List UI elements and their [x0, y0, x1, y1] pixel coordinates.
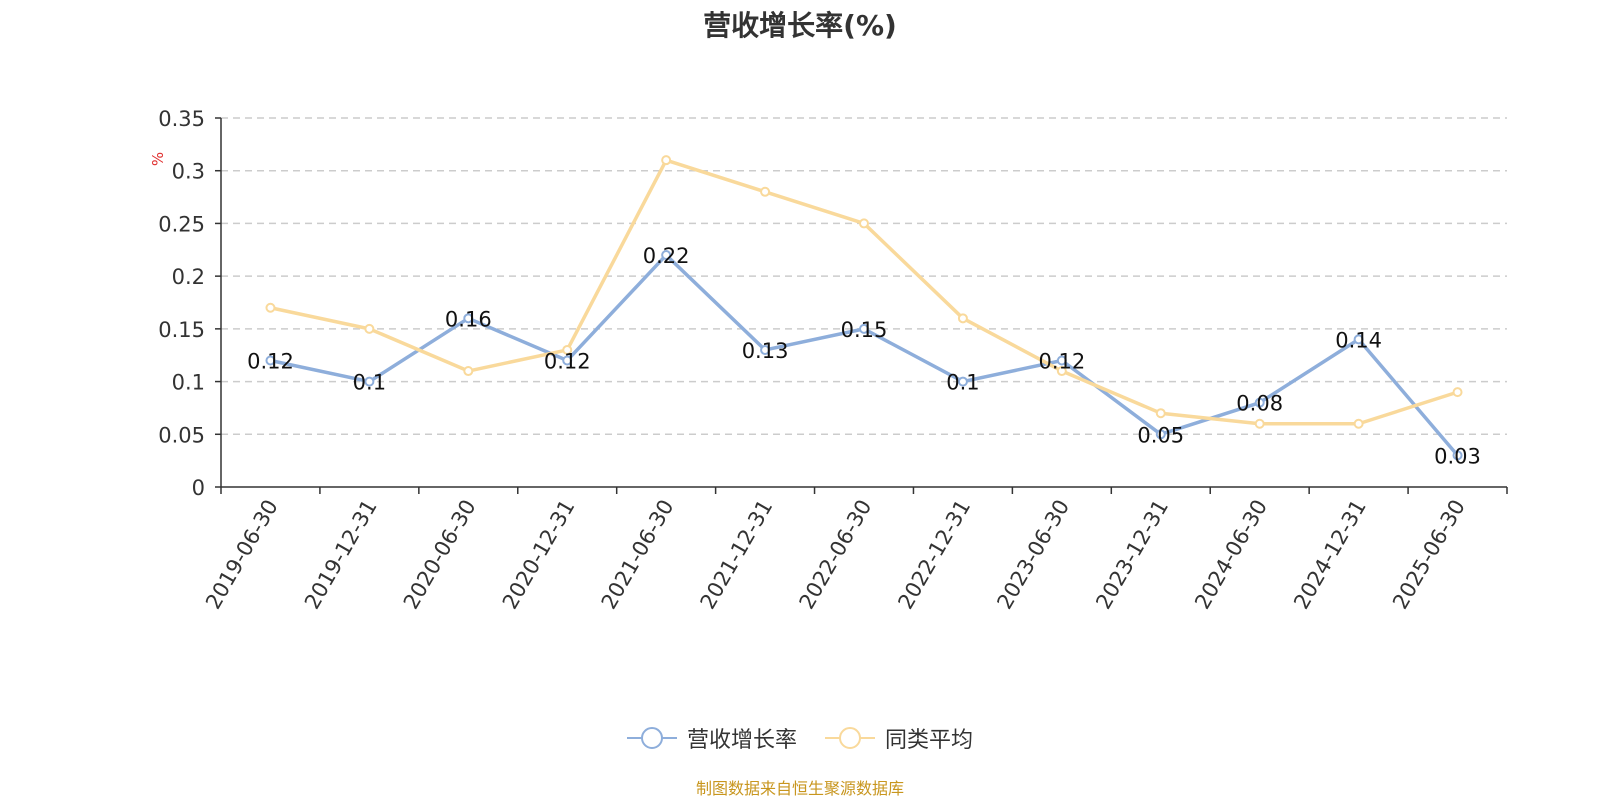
point-peer-average	[463, 366, 474, 377]
point-revenue-growth	[1452, 450, 1463, 461]
data-label: 0.12	[247, 349, 294, 373]
data-labels: 0.12 0.1 0.16 0.12 0.22 0.13 0.15 0.1 0.12 0.05 0.…	[247, 244, 1481, 468]
point-revenue-growth	[364, 376, 375, 387]
point-peer-average	[562, 344, 573, 355]
source-note: 制图数据来自恒生聚源数据库	[695, 779, 904, 798]
y-tick-label: 0.35	[158, 107, 205, 131]
legend-marker-peer-average	[825, 727, 875, 749]
y-tick-label: 0.15	[158, 318, 205, 342]
point-revenue-growth	[760, 344, 771, 355]
series-line-peer-average	[270, 158, 1459, 426]
point-revenue-growth	[1056, 355, 1067, 366]
x-tick-label: 2020-06-30	[399, 496, 481, 614]
x-tick-label: 2019-06-30	[201, 496, 283, 614]
point-peer-average	[1353, 418, 1364, 429]
x-tick-label: 2021-12-31	[696, 496, 778, 614]
data-label: 0.15	[841, 318, 888, 342]
x-tick-label: 2023-12-31	[1091, 496, 1173, 614]
legend: 营收增长率 同类平均	[0, 722, 1600, 754]
point-revenue-growth	[957, 376, 968, 387]
x-tick-label: 2024-12-31	[1289, 496, 1371, 614]
x-tick-label: 2025-06-30	[1388, 496, 1470, 614]
point-revenue-growth	[1155, 429, 1166, 440]
series-lines	[265, 155, 1463, 461]
legend-label-peer-average: 同类平均	[885, 728, 974, 753]
point-revenue-growth	[1353, 334, 1364, 345]
point-revenue-growth	[1254, 397, 1265, 408]
data-label: 0.13	[742, 339, 789, 363]
data-label: 0.1	[946, 371, 979, 395]
data-label: 0.08	[1236, 392, 1283, 416]
point-revenue-growth	[661, 250, 672, 261]
data-label: 0.14	[1335, 328, 1382, 352]
x-tick-label: 2019-12-31	[300, 496, 382, 614]
x-tick-label: 2022-12-31	[893, 496, 975, 614]
point-peer-average	[265, 302, 276, 313]
data-label: 0.05	[1137, 423, 1184, 447]
point-revenue-growth	[463, 313, 474, 324]
data-label: 0.1	[353, 371, 386, 395]
point-peer-average	[760, 186, 771, 197]
y-axis-label: %	[149, 152, 167, 166]
legend-item-revenue-growth[interactable]: 营收增长率	[626, 722, 797, 754]
data-label: 0.22	[643, 244, 690, 268]
axes: 0 0.05 0.1 0.15 0.2 0.25 0.3 0.35% 2019-06-30 201…	[149, 107, 1508, 614]
point-revenue-growth	[562, 355, 573, 366]
grid-lines	[221, 117, 1507, 436]
point-peer-average	[1155, 408, 1166, 419]
data-label: 0.16	[445, 307, 492, 331]
x-tick-label: 2024-06-30	[1190, 496, 1272, 614]
legend-item-peer-average[interactable]: 同类平均	[825, 722, 973, 754]
point-peer-average	[1254, 418, 1265, 429]
chart-title: 营收增长率(%)	[703, 9, 897, 42]
x-tick-label: 2023-06-30	[992, 496, 1074, 614]
y-tick-label: 0	[192, 476, 205, 500]
y-tick-label: 0.3	[172, 160, 205, 184]
point-peer-average	[859, 218, 869, 229]
point-revenue-growth	[859, 323, 869, 334]
x-tick-label: 2022-06-30	[795, 496, 877, 614]
legend-label-revenue-growth: 营收增长率	[686, 728, 797, 753]
point-revenue-growth	[265, 355, 276, 366]
data-label: 0.12	[1038, 349, 1085, 373]
data-label: 0.12	[544, 349, 591, 373]
legend-marker-revenue-growth	[626, 727, 677, 749]
y-tick-label: 0.2	[172, 265, 205, 289]
x-tick-label: 2021-06-30	[597, 496, 679, 614]
x-tick-label: 2020-12-31	[498, 496, 580, 614]
point-peer-average	[1452, 387, 1463, 398]
y-tick-label: 0.05	[158, 423, 205, 447]
point-peer-average	[364, 323, 375, 334]
y-tick-label: 0.25	[158, 212, 205, 236]
y-tick-label: 0.1	[172, 371, 205, 395]
point-peer-average	[661, 155, 672, 166]
point-peer-average	[957, 313, 968, 324]
data-label: 0.03	[1434, 444, 1481, 468]
point-peer-average	[1056, 366, 1067, 377]
